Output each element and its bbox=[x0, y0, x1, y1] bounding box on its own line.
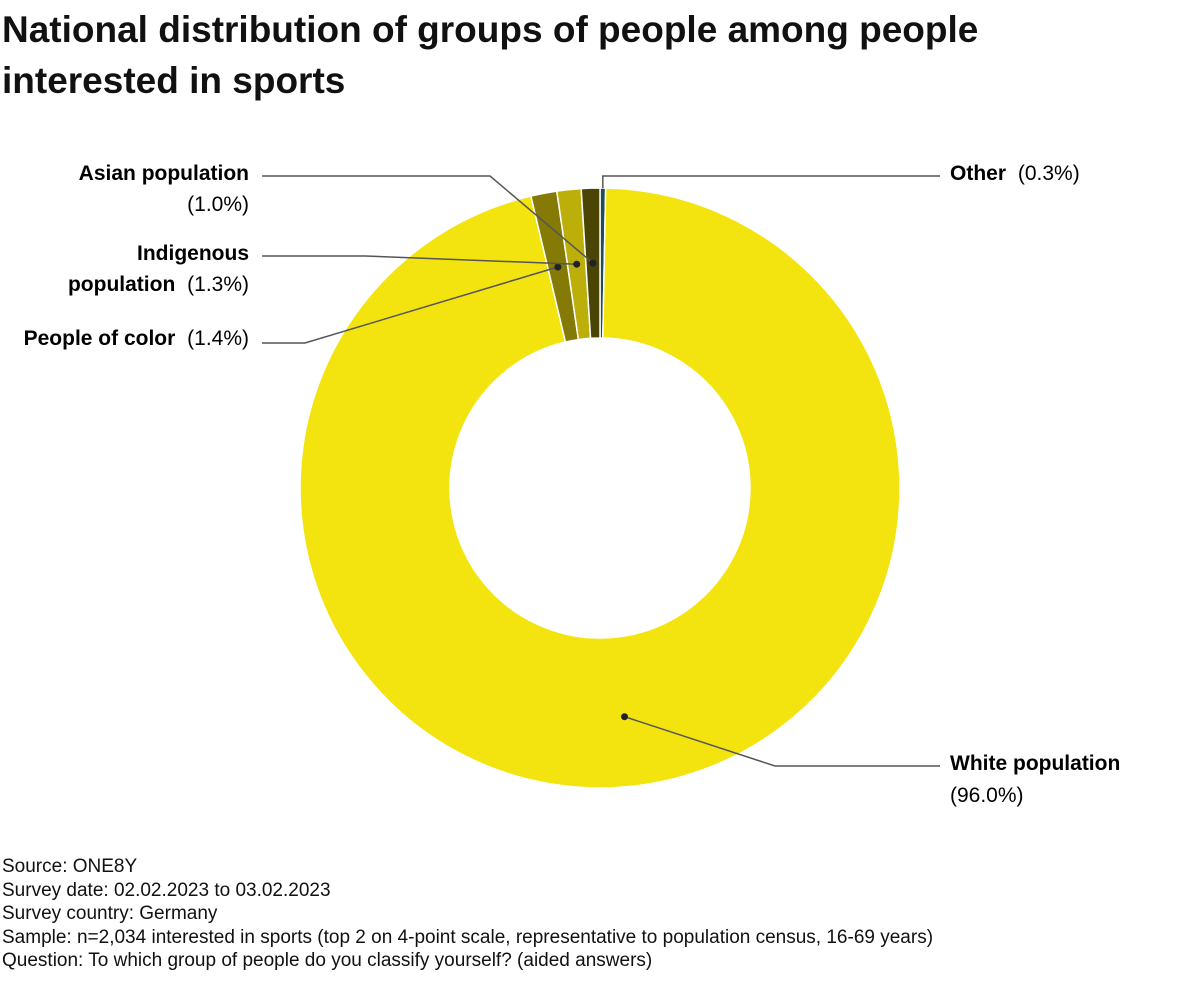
leader-dot-asian-population bbox=[589, 259, 597, 267]
label-asian-value: (1.0%) bbox=[187, 193, 249, 216]
label-indigenous-line2: population (1.3%) bbox=[68, 273, 249, 296]
leader-dot-people-of-color bbox=[554, 263, 562, 271]
label-poc-value: (1.4%) bbox=[187, 327, 249, 350]
leader-indigenous-population bbox=[262, 255, 577, 265]
footer: Source: ONE8Y Survey date: 02.02.2023 to… bbox=[2, 855, 933, 973]
label-indigenous-name-line2: population bbox=[68, 273, 175, 296]
slices bbox=[299, 187, 901, 789]
footer-survey-country: Survey country: Germany bbox=[2, 903, 218, 924]
footer-sample: Sample: n=2,034 interested in sports (to… bbox=[2, 926, 934, 948]
chart-title: National distribution of groups of peopl… bbox=[2, 9, 979, 101]
label-indigenous-name-line1: Indigenous bbox=[137, 242, 249, 265]
leader-people-of-color bbox=[262, 266, 559, 344]
label-poc: People of color (1.4%) bbox=[24, 327, 249, 350]
footer-question: Question: To which group of people do yo… bbox=[2, 950, 653, 971]
leader-dot-indigenous-population bbox=[573, 260, 581, 268]
label-white-name: White population bbox=[950, 752, 1120, 775]
label-other: Other (0.3%) bbox=[950, 162, 1080, 185]
footer-survey-date: Survey date: 02.02.2023 to 03.02.2023 bbox=[2, 879, 331, 901]
label-other-value: (0.3%) bbox=[1018, 162, 1080, 185]
leader-asian-population bbox=[262, 175, 594, 264]
label-other-name: Other bbox=[950, 162, 1006, 185]
leader-other bbox=[602, 175, 940, 189]
leader-dot-white-population bbox=[621, 713, 629, 721]
label-indigenous-value: (1.3%) bbox=[187, 273, 249, 296]
label-white-value: (96.0%) bbox=[950, 784, 1024, 807]
label-poc-name: People of color bbox=[24, 327, 176, 350]
leader-white-population bbox=[624, 715, 940, 767]
label-asian-name: Asian population bbox=[79, 162, 249, 185]
footer-source: Source: ONE8Y bbox=[2, 856, 138, 877]
leader-lines bbox=[262, 175, 940, 767]
